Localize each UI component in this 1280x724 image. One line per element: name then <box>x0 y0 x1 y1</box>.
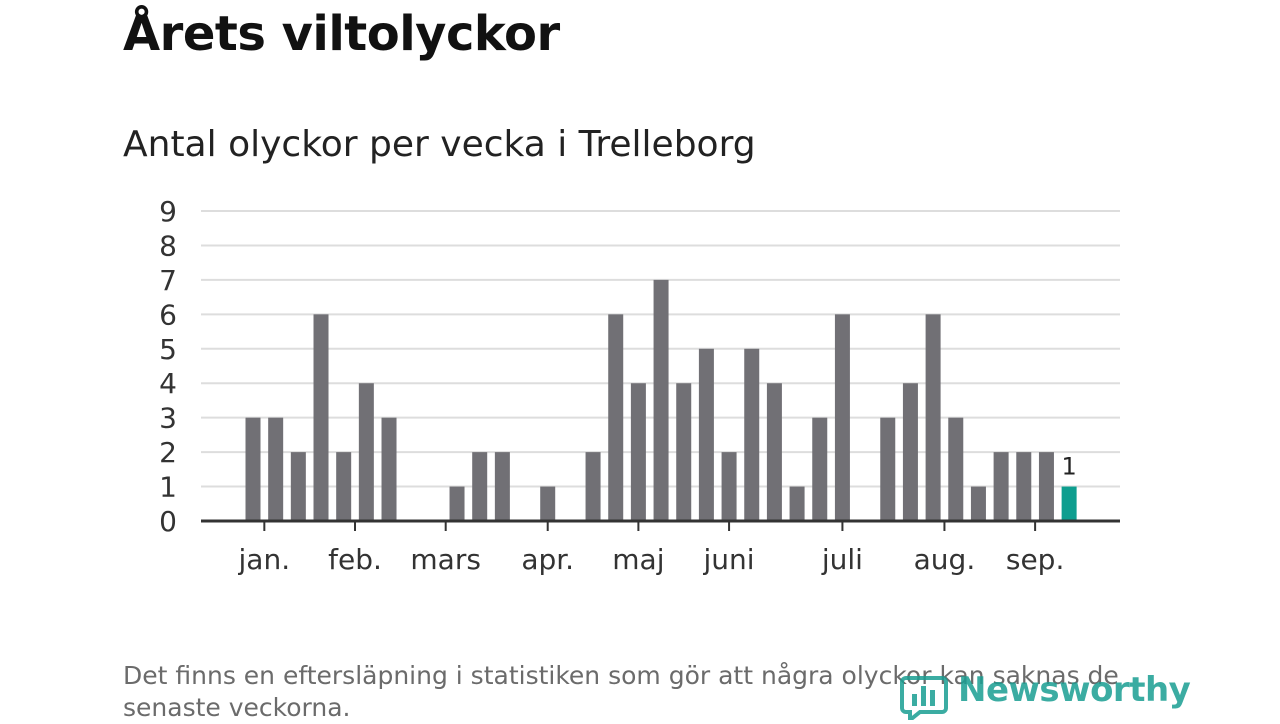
bar <box>1038 452 1054 521</box>
bar <box>540 486 556 521</box>
bar-chart-logo-icon <box>900 676 948 724</box>
x-tick-label: apr. <box>521 543 574 576</box>
y-tick-label: 1 <box>159 471 177 504</box>
bar <box>925 314 941 521</box>
y-tick-label: 6 <box>159 298 177 331</box>
bar <box>993 452 1009 521</box>
bar <box>766 383 782 521</box>
logo-text: Newsworthy <box>958 670 1191 710</box>
x-tick-label: feb. <box>328 543 382 576</box>
bar <box>336 452 352 521</box>
x-tick-label: aug. <box>914 543 976 576</box>
bar <box>245 417 261 521</box>
bar <box>698 348 714 521</box>
bar <box>653 279 669 521</box>
bar <box>880 417 896 521</box>
y-tick-label: 0 <box>159 505 177 538</box>
bar <box>630 383 646 521</box>
x-tick-label: juli <box>821 543 863 576</box>
x-tick-label: maj <box>612 543 664 576</box>
x-tick-label: mars <box>410 543 481 576</box>
footnote: Det finns en eftersläpning i statistiken… <box>123 661 1119 722</box>
y-tick-label: 2 <box>159 436 177 469</box>
bar <box>676 383 692 521</box>
bar <box>834 314 850 521</box>
y-tick-label: 9 <box>159 195 177 228</box>
bar <box>608 314 624 521</box>
newsworthy-logo: Newsworthy <box>900 670 1191 724</box>
x-tick-label: juni <box>703 543 755 576</box>
bar <box>902 383 918 521</box>
bar <box>494 452 510 521</box>
x-tick-label: sep. <box>1006 543 1065 576</box>
bar <box>1016 452 1032 521</box>
bar <box>472 452 488 521</box>
y-tick-label: 3 <box>159 402 177 435</box>
bar <box>358 383 374 521</box>
bar <box>313 314 329 521</box>
highlight-data-label: 1 <box>1061 453 1076 481</box>
y-tick-label: 7 <box>159 264 177 297</box>
y-tick-label: 5 <box>159 333 177 366</box>
bar <box>268 417 284 521</box>
bar <box>789 486 805 521</box>
y-tick-label: 4 <box>159 367 177 400</box>
x-tick-label: jan. <box>238 543 291 576</box>
bar <box>290 452 306 521</box>
y-tick-label: 8 <box>159 229 177 262</box>
bar <box>812 417 828 521</box>
bar <box>585 452 601 521</box>
highlight-bar <box>1061 486 1077 521</box>
bar <box>381 417 397 521</box>
bar <box>744 348 760 521</box>
bar <box>948 417 964 521</box>
bar <box>721 452 737 521</box>
chart-subtitle: Antal olyckor per vecka i Trelleborg <box>123 124 756 165</box>
bar <box>449 486 465 521</box>
bar <box>970 486 986 521</box>
chart-title: Årets viltolyckor <box>123 6 560 62</box>
